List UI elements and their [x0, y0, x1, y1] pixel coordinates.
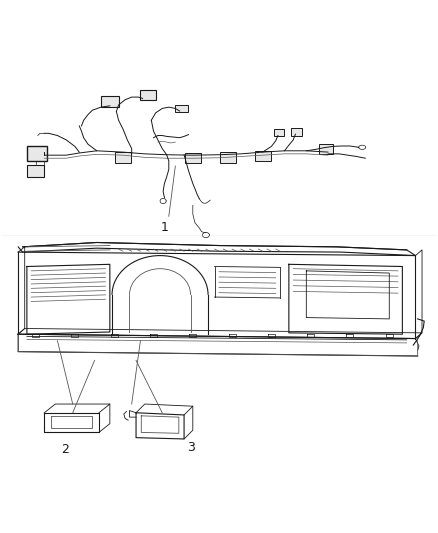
Bar — [27, 146, 46, 161]
Bar — [141, 90, 155, 100]
Bar — [27, 165, 44, 177]
Bar — [274, 128, 285, 136]
Bar — [255, 151, 271, 161]
Bar — [175, 104, 188, 112]
Bar — [291, 128, 302, 135]
Bar — [115, 152, 131, 163]
Bar — [185, 153, 201, 164]
Text: 2: 2 — [61, 443, 69, 456]
Bar — [319, 144, 332, 154]
Bar — [220, 152, 236, 163]
Bar — [101, 96, 119, 107]
Text: 1: 1 — [160, 221, 168, 233]
Text: 3: 3 — [187, 441, 194, 454]
